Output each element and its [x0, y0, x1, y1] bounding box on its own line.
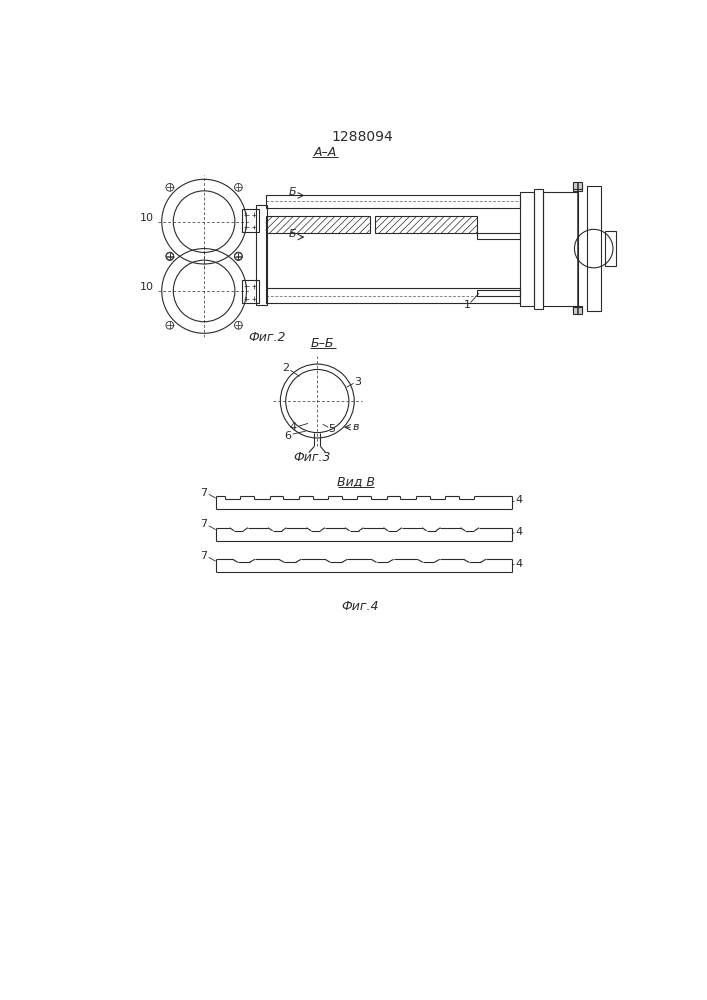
- Text: Б: Б: [289, 229, 296, 239]
- Text: 10: 10: [139, 213, 153, 223]
- Bar: [543, 192, 578, 306]
- Text: в: в: [353, 422, 359, 432]
- Text: 5: 5: [329, 424, 335, 434]
- Bar: [477, 290, 520, 296]
- Bar: [266, 195, 520, 208]
- Text: Фиг.3: Фиг.3: [293, 451, 331, 464]
- Text: 7: 7: [201, 488, 208, 498]
- Text: 3: 3: [355, 377, 361, 387]
- Bar: [375, 216, 477, 233]
- Text: Вид В: Вид В: [337, 475, 375, 488]
- Text: Б: Б: [289, 187, 296, 197]
- Bar: [534, 189, 543, 309]
- Bar: [573, 307, 582, 314]
- Text: Фиг.4: Фиг.4: [341, 600, 378, 613]
- Text: 4: 4: [515, 527, 522, 537]
- Text: Фиг.2: Фиг.2: [248, 331, 286, 344]
- Bar: [242, 280, 259, 303]
- Bar: [604, 231, 616, 266]
- Bar: [520, 192, 534, 306]
- Text: 7: 7: [201, 551, 208, 561]
- Bar: [242, 209, 259, 232]
- Text: 4: 4: [515, 559, 522, 569]
- Text: 7: 7: [201, 519, 208, 529]
- Text: А–А: А–А: [313, 146, 337, 159]
- Bar: [256, 205, 267, 305]
- Text: 4: 4: [290, 422, 297, 432]
- Bar: [266, 216, 370, 233]
- Bar: [573, 184, 582, 191]
- Text: 4: 4: [515, 495, 522, 505]
- Text: 6: 6: [284, 431, 291, 441]
- Text: 1: 1: [464, 300, 471, 310]
- Bar: [477, 233, 520, 239]
- Bar: [573, 182, 582, 189]
- Bar: [266, 288, 520, 303]
- Bar: [587, 186, 601, 311]
- Text: 2: 2: [282, 363, 289, 373]
- Text: 1288094: 1288094: [331, 130, 393, 144]
- Bar: [573, 306, 582, 312]
- Text: Б–Б: Б–Б: [311, 337, 334, 350]
- Text: 10: 10: [139, 282, 153, 292]
